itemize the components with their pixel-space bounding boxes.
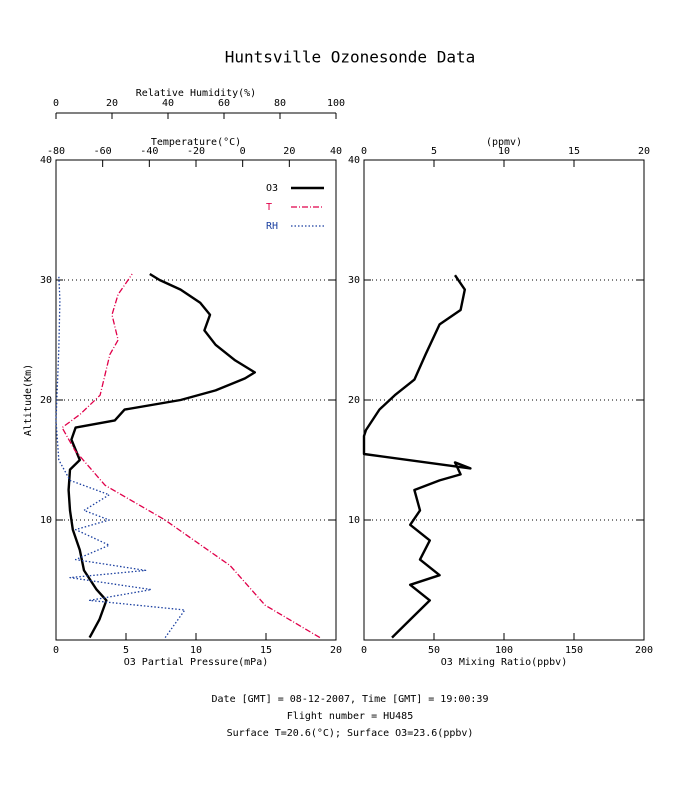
x3-tick-label: 20 [106,98,118,109]
x-axis-label: O3 Mixing Ratio(ppbv) [441,657,567,668]
x-axis-label: O3 Partial Pressure(mPa) [124,657,269,668]
profile-line [55,275,186,638]
x-tick-label: 150 [565,645,583,656]
x-tick-label: 0 [361,645,367,656]
x3-axis-label: Relative Humidity(%) [136,88,256,99]
x2-tick-label: 5 [431,146,437,157]
x-tick-label: 20 [330,645,342,656]
x-tick-label: 5 [123,645,129,656]
y-axis-label: Altitude(Km) [23,364,34,436]
x-tick-label: 0 [53,645,59,656]
x2-tick-label: -40 [140,146,158,157]
x2-tick-label: -60 [94,146,112,157]
x-tick-label: 100 [495,645,513,656]
y-tick-label: 40 [348,155,360,166]
footer-line: Date [GMT] = 08-12-2007, Time [GMT] = 19… [212,694,489,705]
legend-label: O3 [266,183,278,194]
x3-tick-label: 60 [218,98,230,109]
footer-line: Surface T=20.6(°C); Surface O3=23.6(ppbv… [227,728,474,739]
x-tick-label: 15 [260,645,272,656]
x3-tick-label: 0 [53,98,59,109]
y-tick-label: 10 [40,515,52,526]
x-tick-label: 10 [190,645,202,656]
x2-tick-label: 15 [568,146,580,157]
x2-tick-label: 10 [498,146,510,157]
y-tick-label: 10 [348,515,360,526]
x3-tick-label: 100 [327,98,345,109]
x2-tick-label: -80 [47,146,65,157]
x2-tick-label: 20 [283,146,295,157]
x2-tick-label: -20 [187,146,205,157]
y-tick-label: 20 [348,395,360,406]
y-tick-label: 40 [40,155,52,166]
x2-axis-label: Temperature(°C) [151,137,241,148]
y-tick-label: 20 [40,395,52,406]
x2-tick-label: 0 [361,146,367,157]
x2-axis-label: (ppmv) [486,137,522,148]
footer-line: Flight number = HU485 [287,711,413,722]
x3-tick-label: 40 [162,98,174,109]
chart-title: Huntsville Ozonesonde Data [225,48,475,67]
x2-tick-label: 0 [240,146,246,157]
x2-tick-label: 40 [330,146,342,157]
legend-label: RH [266,221,278,232]
profile-line [362,274,472,639]
x2-tick-label: 20 [638,146,650,157]
x3-tick-label: 80 [274,98,286,109]
y-tick-label: 30 [348,275,360,286]
profile-line [61,273,321,639]
x-tick-label: 50 [428,645,440,656]
y-tick-label: 30 [40,275,52,286]
profile-line [67,272,256,639]
legend-label: T [266,202,272,213]
x-tick-label: 200 [635,645,653,656]
